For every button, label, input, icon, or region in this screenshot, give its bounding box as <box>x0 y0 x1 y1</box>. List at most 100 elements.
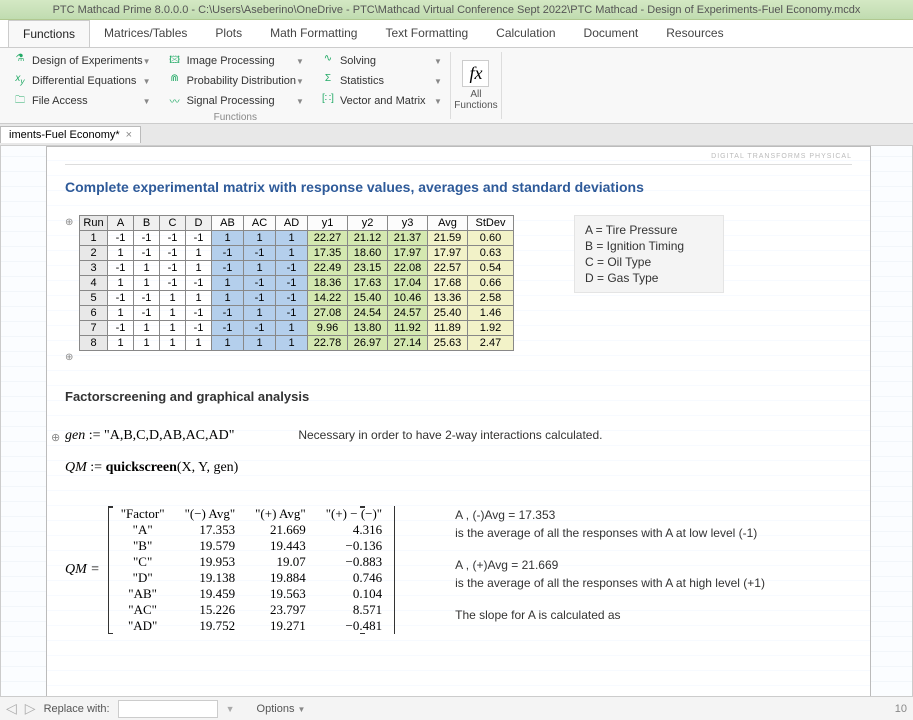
btn-image-proc[interactable]: 🖾Image Processing▼ <box>163 52 308 70</box>
btn-prob-dist[interactable]: ⋒Probability Distribution▼ <box>163 72 308 90</box>
file-icon: 🗀 <box>12 93 28 109</box>
expand-handle-icon[interactable]: ⊕ <box>65 352 73 363</box>
diffeq-icon: xy <box>12 73 28 89</box>
chevron-down-icon: ▼ <box>296 77 304 86</box>
solving-icon: ∿ <box>320 53 336 69</box>
btn-signal-proc[interactable]: 〰Signal Processing▼ <box>163 92 308 110</box>
math-gen-def[interactable]: gen := "A,B,C,D,AB,AC,AD" <box>65 428 238 444</box>
dropdown-icon[interactable]: ▼ <box>226 704 235 714</box>
btn-diffeq[interactable]: xyDifferential Equations▼ <box>8 72 155 90</box>
replace-input[interactable] <box>118 700 218 718</box>
matrix-icon: [∷] <box>320 93 336 109</box>
interaction-note: Necessary in order to have 2-way interac… <box>298 428 602 442</box>
btn-fileaccess[interactable]: 🗀File Access▼ <box>8 92 155 110</box>
experiment-table: RunABCDABACADy1y2y3AvgStDev1-1-1-1-11112… <box>79 215 514 351</box>
document-tab-bar: iments-Fuel Economy* × <box>0 124 913 146</box>
col-header: A <box>108 216 134 231</box>
table-row: 8111111122.7826.9727.1425.632.47 <box>80 336 514 351</box>
page: DIGITAL TRANSFORMS PHYSICAL Complete exp… <box>46 146 871 696</box>
col-header: Avg <box>428 216 468 231</box>
legend-a: A = Tire Pressure <box>585 222 713 238</box>
tab-math-formatting[interactable]: Math Formatting <box>256 20 371 47</box>
btn-doe[interactable]: ⚗Design of Experiments▼ <box>8 52 155 70</box>
table-row: 411-1-11-1-118.3617.6317.0417.680.66 <box>80 276 514 291</box>
tab-plots[interactable]: Plots <box>201 20 256 47</box>
banner-remnant: DIGITAL TRANSFORMS PHYSICAL <box>65 157 852 165</box>
btn-statistics[interactable]: ΣStatistics▼ <box>316 72 446 90</box>
next-icon[interactable]: ▷ <box>25 700 36 717</box>
ribbon-group-label: Functions <box>163 110 308 123</box>
chevron-down-icon: ▼ <box>143 97 151 106</box>
collapse-handle-icon[interactable]: ⊕ <box>51 431 60 444</box>
col-header: y1 <box>308 216 348 231</box>
close-icon[interactable]: × <box>126 129 132 141</box>
table-row: "D"19.13819.8840.746 <box>111 570 392 586</box>
ribbon: ⚗Design of Experiments▼ xyDifferential E… <box>0 48 913 124</box>
tab-functions[interactable]: Functions <box>8 20 90 47</box>
chevron-down-icon: ▼ <box>296 97 304 106</box>
chevron-down-icon: ▼ <box>143 57 151 66</box>
signal-icon: 〰 <box>167 93 183 109</box>
col-header: B <box>134 216 160 231</box>
col-header: y2 <box>348 216 388 231</box>
stats-icon: Σ <box>320 73 336 89</box>
chevron-down-icon: ▼ <box>298 705 306 714</box>
table-row: 21-1-11-1-1117.3518.6017.9717.970.63 <box>80 246 514 261</box>
document-tab[interactable]: iments-Fuel Economy* × <box>0 126 141 143</box>
table-row: "B"19.57919.443−0.136 <box>111 538 392 554</box>
title-bar: PTC Mathcad Prime 8.0.0.0 - C:\Users\Ase… <box>0 0 913 20</box>
col-header: AC <box>244 216 276 231</box>
btn-all-functions[interactable]: fx All Functions <box>450 52 502 119</box>
btn-solving[interactable]: ∿Solving▼ <box>316 52 446 70</box>
tab-matrices[interactable]: Matrices/Tables <box>90 20 201 47</box>
options-button[interactable]: Options ▼ <box>257 703 306 715</box>
legend-b: B = Ignition Timing <box>585 238 713 254</box>
col-header: C <box>160 216 186 231</box>
section2-title: Factorscreening and graphical analysis <box>65 389 852 404</box>
app-title: PTC Mathcad Prime 8.0.0.0 - C:\Users\Ase… <box>53 4 861 16</box>
col-header: y3 <box>388 216 428 231</box>
table-row: "AB"19.45919.5630.104 <box>111 586 392 602</box>
table-row: 7-111-1-1-119.9613.8011.9211.891.92 <box>80 321 514 336</box>
table-row: 1-1-1-1-111122.2721.1221.3721.590.60 <box>80 231 514 246</box>
tab-calculation[interactable]: Calculation <box>482 20 569 47</box>
qm-table: "Factor""(−) Avg""(+) Avg""(+) − (−)""A"… <box>111 506 392 634</box>
legend-d: D = Gas Type <box>585 270 713 286</box>
prev-icon[interactable]: ◁ <box>6 700 17 717</box>
chevron-down-icon: ▼ <box>143 77 151 86</box>
col-header: D <box>186 216 212 231</box>
chevron-down-icon: ▼ <box>434 77 442 86</box>
table-row: "AC"15.22623.7978.571 <box>111 602 392 618</box>
replace-label: Replace with: <box>44 703 110 715</box>
tab-text-formatting[interactable]: Text Formatting <box>371 20 482 47</box>
col-header: Run <box>80 216 108 231</box>
image-icon: 🖾 <box>167 53 183 69</box>
chevron-down-icon: ▼ <box>296 57 304 66</box>
chevron-down-icon: ▼ <box>434 97 442 106</box>
qm-result-region[interactable]: QM = "Factor""(−) Avg""(+) Avg""(+) − (−… <box>65 506 395 634</box>
fx-icon: fx <box>462 60 489 87</box>
table-row: "A"17.35321.6694.316 <box>111 522 392 538</box>
table-row: "AD"19.75219.271−0.481 <box>111 618 392 634</box>
chevron-down-icon: ▼ <box>434 57 442 66</box>
tab-resources[interactable]: Resources <box>652 20 737 47</box>
page-indicator: 10 <box>895 703 907 715</box>
col-header: StDev <box>468 216 514 231</box>
table-row: "C"19.95319.07−0.883 <box>111 554 392 570</box>
workspace[interactable]: DIGITAL TRANSFORMS PHYSICAL Complete exp… <box>0 146 913 696</box>
table-row: 5-1-1111-1-114.2215.4010.4613.362.58 <box>80 291 514 306</box>
btn-vector-matrix[interactable]: [∷]Vector and Matrix▼ <box>316 92 446 110</box>
math-qm-def[interactable]: QM := quickscreen(X, Y, gen) <box>65 460 238 476</box>
legend-c: C = Oil Type <box>585 254 713 270</box>
section1-title: Complete experimental matrix with respon… <box>65 179 852 195</box>
expand-handle-icon[interactable]: ⊕ <box>65 217 73 228</box>
distribution-icon: ⋒ <box>167 73 183 89</box>
tab-document[interactable]: Document <box>570 20 653 47</box>
table-row: 61-11-1-11-127.0824.5424.5725.401.46 <box>80 306 514 321</box>
col-header: AB <box>212 216 244 231</box>
experiment-table-region[interactable]: ⊕ ⊕ RunABCDABACADy1y2y3AvgStDev1-1-1-1-1… <box>65 215 514 351</box>
factor-legend: A = Tire Pressure B = Ignition Timing C … <box>574 215 724 293</box>
table-row: 3-11-11-11-122.4923.1522.0822.570.54 <box>80 261 514 276</box>
menu-bar: Functions Matrices/Tables Plots Math For… <box>0 20 913 48</box>
col-header: AD <box>276 216 308 231</box>
